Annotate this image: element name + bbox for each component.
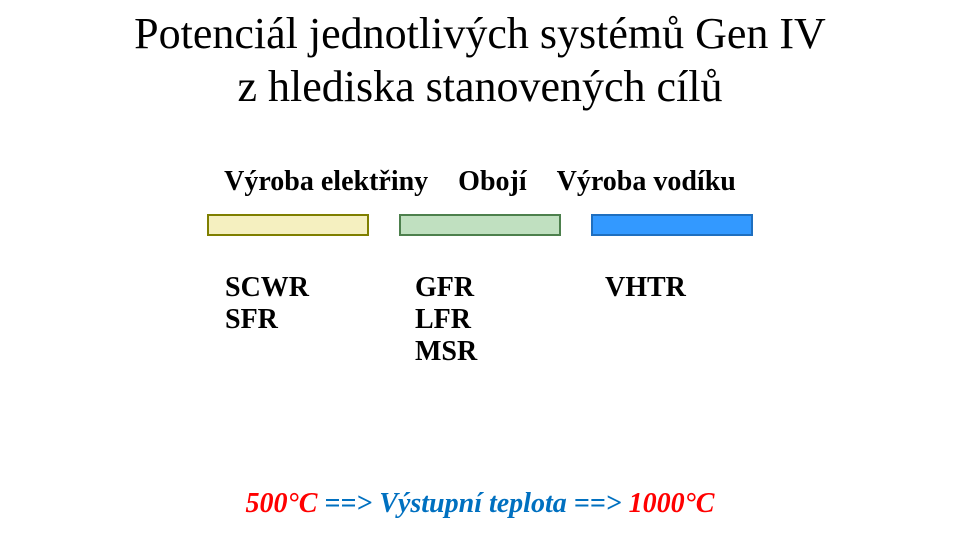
labels-col1: SCWR SFR (225, 272, 355, 369)
label-lfr: LFR (415, 304, 545, 336)
header-col1: Výroba elektřiny (224, 166, 428, 198)
bar-both (399, 214, 561, 236)
label-sfr: SFR (225, 304, 355, 336)
header-col3: Výroba vodíku (557, 166, 736, 198)
footer-arrow1: ==> (324, 488, 372, 519)
slide-container: Potenciál jednotlivých systémů Gen IV z … (0, 0, 960, 540)
bar-hydrogen (591, 214, 753, 236)
label-gfr: GFR (415, 272, 545, 304)
footer-arrow2: ==> (574, 488, 622, 519)
bar-electricity (207, 214, 369, 236)
footer-right: 1000°C (629, 488, 715, 519)
label-vhtr: VHTR (605, 272, 735, 304)
labels-row: SCWR SFR GFR LFR MSR VHTR (0, 272, 960, 369)
labels-col2: GFR LFR MSR (415, 272, 545, 369)
title-line-1: Potenciál jednotlivých systémů Gen IV (0, 8, 960, 61)
header-col2: Obojí (458, 166, 526, 198)
slide-title: Potenciál jednotlivých systémů Gen IV z … (0, 0, 960, 114)
labels-col3: VHTR (605, 272, 735, 369)
footer-left: 500°C (246, 488, 318, 519)
footer-row: 500°C ==> Výstupní teplota ==> 1000°C (0, 488, 960, 520)
header-row: Výroba elektřiny Obojí Výroba vodíku (0, 166, 960, 198)
footer-mid: Výstupní teplota (379, 488, 566, 519)
label-msr: MSR (415, 336, 545, 368)
bars-row (0, 214, 960, 236)
label-scwr: SCWR (225, 272, 355, 304)
title-line-2: z hlediska stanovených cílů (0, 61, 960, 114)
